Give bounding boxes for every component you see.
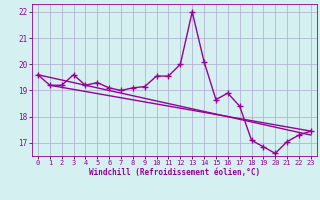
X-axis label: Windchill (Refroidissement éolien,°C): Windchill (Refroidissement éolien,°C) <box>89 168 260 177</box>
